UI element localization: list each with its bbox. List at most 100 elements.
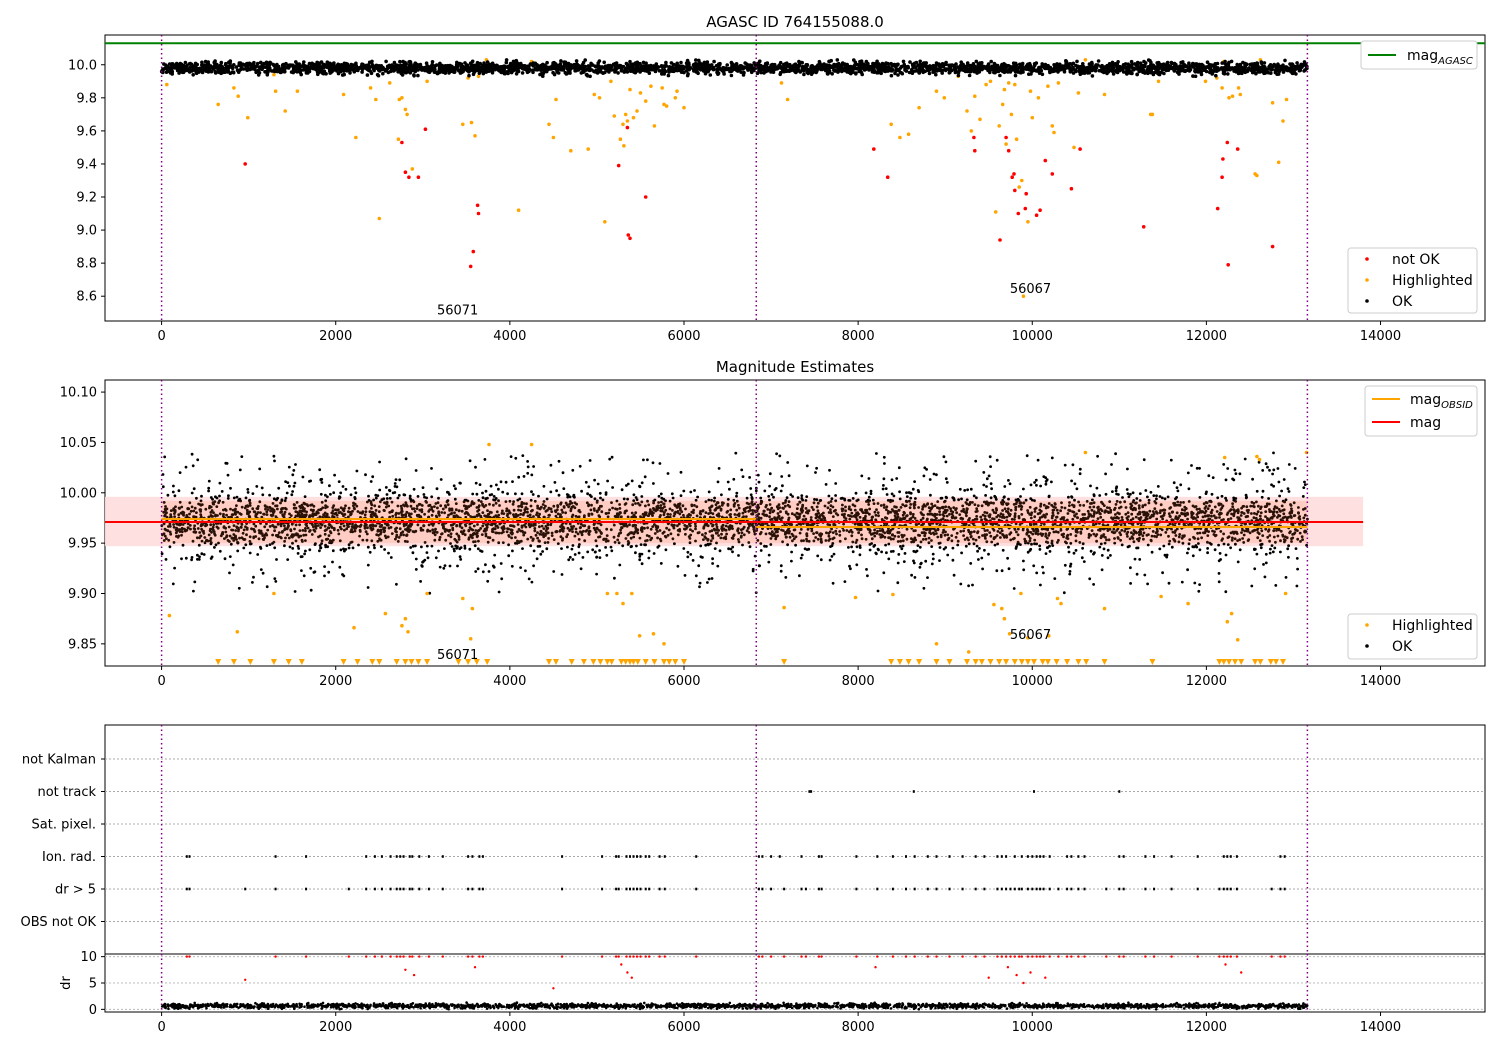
data-point <box>414 557 418 561</box>
data-point <box>694 58 698 62</box>
data-point <box>344 487 348 491</box>
data-point <box>950 63 954 67</box>
data-point <box>794 543 797 547</box>
data-point <box>1133 62 1137 66</box>
data-point <box>1071 65 1075 70</box>
data-point <box>514 492 517 496</box>
data-point <box>965 109 969 113</box>
data-point <box>1299 65 1303 69</box>
obsid-annotation: 56071 <box>437 303 478 318</box>
data-point <box>1287 490 1291 493</box>
data-point <box>386 70 391 75</box>
data-point <box>827 59 832 64</box>
data-point <box>1083 58 1088 62</box>
data-point <box>310 61 314 66</box>
data-point <box>606 63 611 68</box>
data-point <box>905 491 908 495</box>
data-point <box>478 61 483 66</box>
data-point <box>926 576 929 579</box>
data-point <box>394 65 399 69</box>
data-point <box>1050 124 1055 128</box>
data-point <box>903 68 907 72</box>
data-point <box>1014 137 1019 141</box>
data-point <box>539 68 543 72</box>
data-point <box>669 61 674 65</box>
data-point <box>716 67 721 71</box>
data-point <box>954 62 958 66</box>
data-point <box>1104 66 1108 70</box>
y-tick-label: 8.6 <box>76 290 97 305</box>
data-point <box>1120 543 1124 547</box>
data-point <box>851 550 855 554</box>
data-point <box>471 249 476 254</box>
data-point <box>741 475 745 478</box>
data-point <box>686 555 690 559</box>
data-point <box>336 67 341 72</box>
data-point <box>477 71 482 75</box>
data-point <box>675 64 680 69</box>
data-point <box>442 566 446 570</box>
data-point <box>1146 543 1150 547</box>
data-point <box>934 61 939 65</box>
data-point <box>251 492 255 495</box>
data-point <box>400 96 404 100</box>
data-point <box>1187 68 1191 73</box>
data-point <box>660 86 664 90</box>
data-point <box>282 67 287 71</box>
data-point <box>325 64 330 68</box>
data-point <box>796 63 801 68</box>
data-point <box>662 102 666 107</box>
data-point <box>1052 130 1056 135</box>
data-point <box>395 582 398 586</box>
data-point <box>214 543 218 547</box>
data-point <box>1019 63 1023 68</box>
data-point <box>921 68 925 73</box>
data-point <box>1261 469 1265 472</box>
data-point <box>431 67 436 71</box>
data-point <box>412 73 416 77</box>
data-point <box>741 543 744 547</box>
data-point <box>922 586 926 590</box>
data-point <box>226 67 230 72</box>
data-point <box>821 64 825 68</box>
data-point <box>349 66 354 70</box>
data-point <box>811 70 815 75</box>
data-point <box>1135 497 1139 500</box>
data-point <box>641 66 645 70</box>
data-point <box>758 59 762 63</box>
obsid-boundaries-1 <box>160 35 1309 321</box>
data-point <box>1191 74 1195 78</box>
data-point <box>729 73 734 78</box>
data-point <box>762 67 766 72</box>
data-point <box>984 82 988 87</box>
data-point <box>738 65 743 69</box>
data-point <box>863 67 867 71</box>
data-point <box>597 65 601 70</box>
data-point <box>1008 70 1013 74</box>
data-point <box>1238 472 1242 476</box>
data-point <box>685 58 690 63</box>
data-point <box>353 486 357 490</box>
data-point <box>956 73 961 78</box>
data-point <box>1028 89 1033 93</box>
data-point <box>785 97 790 102</box>
data-point <box>717 63 722 67</box>
data-point <box>1201 63 1205 68</box>
data-point <box>580 67 585 71</box>
data-point <box>571 544 575 547</box>
data-point <box>404 70 408 75</box>
data-point <box>977 70 982 74</box>
data-point <box>621 544 625 548</box>
data-point <box>1111 490 1114 493</box>
data-point <box>1269 547 1272 551</box>
data-point <box>338 64 343 69</box>
data-point <box>1043 158 1048 163</box>
data-point <box>1053 64 1057 68</box>
data-point <box>1127 71 1132 75</box>
data-point <box>284 61 288 66</box>
data-point <box>1290 62 1294 66</box>
data-point <box>1233 66 1237 70</box>
data-point <box>1259 60 1264 64</box>
data-point <box>673 96 678 100</box>
data-point <box>259 60 263 65</box>
